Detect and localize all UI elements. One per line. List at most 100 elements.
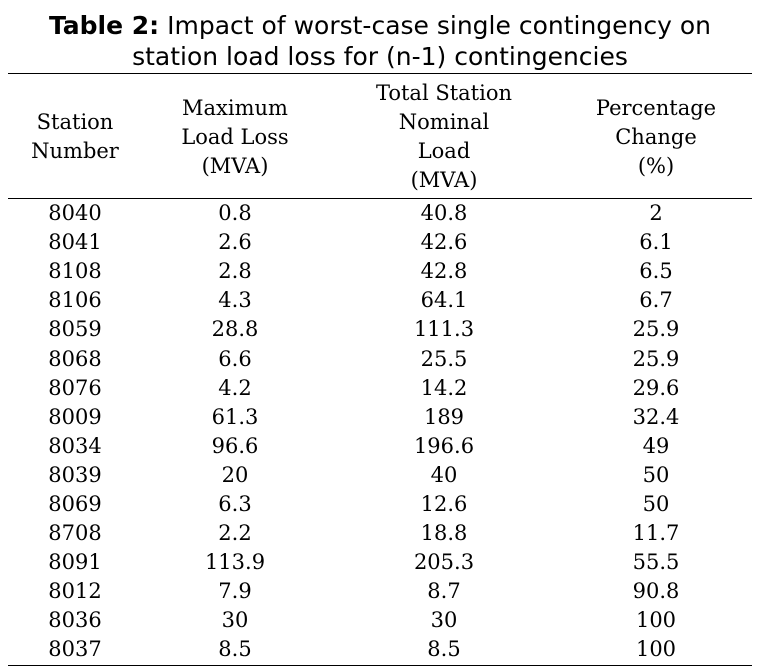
total-nominal-load-cell: 40.8	[420, 201, 468, 226]
header-line: (MVA)	[410, 168, 478, 192]
data-table: Station Number Maximum Load Loss (MVA) T…	[8, 73, 752, 666]
max-load-loss-cell: 8.5	[142, 635, 328, 666]
table-row: 8041 2.6 42.6 6.1	[8, 228, 752, 257]
table-row: 8034 96.6 196.6 49	[8, 432, 752, 461]
station-number-cell: 8108	[48, 259, 102, 284]
max-load-loss-cell: 113.9	[204, 550, 266, 575]
caption-title: Impact of worst-case single contingency …	[167, 11, 712, 40]
header-line: Maximum	[182, 95, 288, 120]
max-load-loss-cell: 20	[221, 462, 249, 487]
percentage-change-cell: 2	[649, 201, 663, 226]
table-row: 8012 7.9 8.7 90.8	[8, 577, 752, 606]
caption-line-1: Table 2: Impact of worst-case single con…	[0, 10, 760, 41]
header-total-nominal-load: Total Station Nominal Load (MVA)	[328, 73, 560, 199]
table-row: 8108 2.8 42.8 6.5	[8, 257, 752, 286]
table-row: 8708 2.2 18.8 11.7	[8, 519, 752, 548]
station-number-cell: 8106	[48, 288, 102, 313]
table-row: 8036 30 30 100	[8, 606, 752, 635]
caption-line-2: station load loss for (n-1) contingencie…	[132, 42, 628, 71]
station-number-cell: 8041	[48, 230, 102, 255]
header-line: (%)	[637, 153, 675, 178]
station-number-cell: 8059	[48, 317, 102, 342]
header-line: Number	[31, 139, 119, 163]
percentage-change-cell: 32.4	[632, 404, 680, 429]
table-row: 8106 4.3 64.1 6.7	[8, 286, 752, 315]
caption-label: Table 2:	[48, 11, 160, 40]
total-nominal-load-cell: 14.2	[420, 375, 468, 400]
header-row: Station Number Maximum Load Loss (MVA) T…	[8, 73, 752, 199]
max-load-loss-cell: 0.8	[218, 201, 252, 226]
total-nominal-load-cell: 8.5	[328, 635, 560, 666]
table-row: 8076 4.2 14.2 29.6	[8, 374, 752, 403]
total-nominal-load-cell: 42.6	[420, 230, 468, 255]
percentage-change-cell: 6.5	[639, 259, 673, 284]
total-nominal-load-cell: 196.6	[413, 433, 475, 458]
percentage-change-cell: 55.5	[632, 550, 680, 575]
max-load-loss-cell: 4.2	[218, 375, 252, 400]
station-number-cell: 8037	[8, 635, 142, 666]
max-load-loss-cell: 30	[221, 608, 249, 633]
total-nominal-load-cell: 18.8	[420, 521, 468, 546]
max-load-loss-cell: 61.3	[211, 404, 259, 429]
table-row: 8009 61.3 189 32.4	[8, 403, 752, 432]
total-nominal-load-cell: 8.7	[427, 579, 461, 604]
table-row: 8068 6.6 25.5 25.9	[8, 344, 752, 373]
table-body: 8040 0.8 40.8 2 8041 2.6 42.6 6.1 8108 2…	[8, 199, 752, 666]
station-number-cell: 8708	[48, 521, 102, 546]
table-row: 8091 113.9 205.3 55.5	[8, 548, 752, 577]
percentage-change-cell: 6.7	[639, 288, 673, 313]
percentage-change-cell: 11.7	[632, 521, 680, 546]
total-nominal-load-cell: 12.6	[420, 491, 468, 516]
table-header: Station Number Maximum Load Loss (MVA) T…	[8, 73, 752, 199]
header-percentage-change: Percentage Change (%)	[560, 73, 752, 199]
max-load-loss-cell: 2.6	[218, 230, 252, 255]
total-nominal-load-cell: 25.5	[420, 346, 468, 371]
station-number-cell: 8069	[48, 491, 102, 516]
total-nominal-load-cell: 205.3	[413, 550, 475, 575]
total-nominal-load-cell: 30	[430, 608, 458, 633]
max-load-loss-cell: 7.9	[218, 579, 252, 604]
max-load-loss-cell: 4.3	[218, 288, 252, 313]
table-row: 8037 8.5 8.5 100	[8, 635, 752, 666]
header-line: (MVA)	[201, 153, 269, 178]
header-line: Total Station Nominal	[375, 81, 513, 134]
percentage-change-cell: 90.8	[632, 579, 680, 604]
station-number-cell: 8009	[48, 404, 102, 429]
table-row: 8069 6.3 12.6 50	[8, 490, 752, 519]
total-nominal-load-cell: 64.1	[420, 288, 468, 313]
table-row: 8040 0.8 40.8 2	[8, 199, 752, 229]
header-max-load-loss: Maximum Load Loss (MVA)	[142, 73, 328, 199]
max-load-loss-cell: 96.6	[211, 433, 259, 458]
station-number-cell: 8091	[48, 550, 102, 575]
max-load-loss-cell: 2.2	[218, 521, 252, 546]
station-number-cell: 8040	[48, 201, 102, 226]
percentage-change-cell: 50	[642, 491, 670, 516]
percentage-change-cell: 29.6	[632, 375, 680, 400]
station-number-cell: 8034	[48, 433, 102, 458]
header-line: Load	[417, 139, 471, 163]
percentage-change-cell: 100	[560, 635, 752, 666]
header-line: Change	[615, 124, 697, 149]
station-number-cell: 8036	[48, 608, 102, 633]
max-load-loss-cell: 28.8	[211, 317, 259, 342]
total-nominal-load-cell: 40	[430, 462, 458, 487]
percentage-change-cell: 50	[642, 462, 670, 487]
percentage-change-cell: 49	[642, 433, 670, 458]
station-number-cell: 8076	[48, 375, 102, 400]
percentage-change-cell: 6.1	[639, 230, 673, 255]
header-line: Station	[36, 110, 114, 134]
total-nominal-load-cell: 42.8	[420, 259, 468, 284]
max-load-loss-cell: 6.6	[218, 346, 252, 371]
percentage-change-cell: 100	[635, 608, 677, 633]
max-load-loss-cell: 6.3	[218, 491, 252, 516]
table-row: 8039 20 40 50	[8, 461, 752, 490]
table-row: 8059 28.8 111.3 25.9	[8, 315, 752, 344]
percentage-change-cell: 25.9	[632, 317, 680, 342]
total-nominal-load-cell: 189	[423, 404, 465, 429]
max-load-loss-cell: 2.8	[218, 259, 252, 284]
header-line: Percentage	[595, 95, 717, 120]
total-nominal-load-cell: 111.3	[413, 317, 475, 342]
percentage-change-cell: 25.9	[632, 346, 680, 371]
station-number-cell: 8039	[48, 462, 102, 487]
header-station-number: Station Number	[8, 73, 142, 199]
